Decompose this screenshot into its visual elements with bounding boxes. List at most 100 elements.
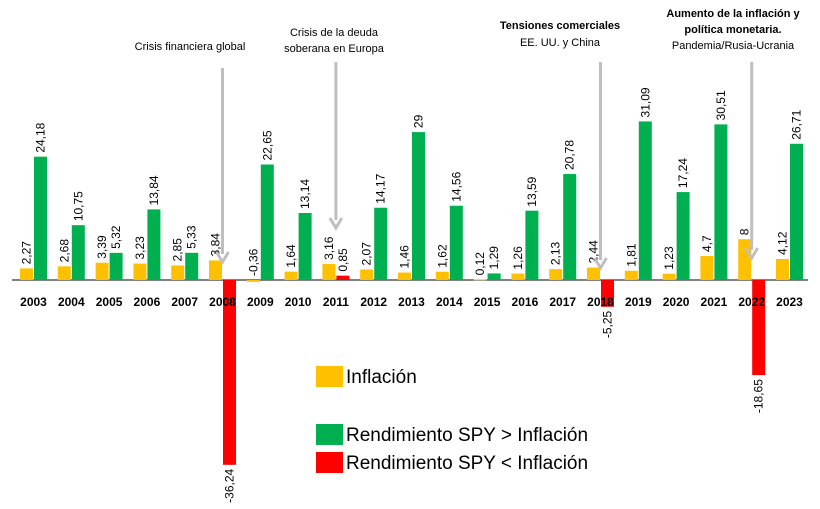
spy-label-2011: 0,85	[336, 248, 350, 272]
annotation-2022: Aumento de la inflación y política moneta…	[666, 8, 800, 261]
spy-label-2018: -5,25	[601, 310, 615, 338]
spy-label-2023: 26,71	[790, 109, 804, 139]
inflation-bar-2006	[133, 263, 147, 280]
inflation-label-2006: 3,23	[133, 236, 147, 260]
inflation-bar-2007	[171, 265, 185, 280]
inflation-label-2022: 8	[738, 228, 752, 235]
year-label-2013: 2013	[398, 295, 425, 309]
spy-label-2008: -36,24	[223, 469, 237, 503]
inflation-bar-2009	[246, 280, 260, 282]
year-label-2018: 2018	[587, 295, 614, 309]
spy-label-2012: 14,17	[374, 173, 388, 203]
annotation-2011: Crisis de la deuda soberana en Europa	[284, 27, 385, 231]
spy-label-2009: 22,65	[260, 130, 274, 160]
inflation-bar-2020	[662, 273, 676, 280]
spy-label-2013: 29	[412, 114, 426, 128]
inflation-label-2003: 2,27	[20, 241, 34, 265]
year-label-2016: 2016	[512, 295, 539, 309]
inflation-label-2012: 2,07	[360, 242, 374, 266]
legend-label-inflation: Inflación	[346, 367, 417, 388]
annotation-2018: Tensiones comerciales EE. UU. y China	[500, 20, 620, 271]
spy-bar-2010	[298, 212, 312, 280]
annotation-arrowhead-2008	[215, 251, 230, 265]
inflation-label-2020: 1,23	[662, 246, 676, 270]
spy-bar-2003	[34, 156, 47, 280]
year-label-2019: 2019	[625, 295, 652, 309]
inflation-bar-2010	[284, 271, 298, 280]
inflation-bar-2014	[435, 271, 449, 280]
spy-bar-2005	[109, 252, 123, 280]
inflation-label-2008: 3,84	[209, 233, 223, 257]
year-label-2005: 2005	[96, 295, 123, 309]
spy-bar-2009	[260, 164, 274, 280]
year-label-2011: 2011	[323, 295, 349, 309]
year-label-2009: 2009	[247, 295, 274, 309]
inflation-bar-2003	[20, 268, 33, 280]
inflation-label-2015: 0,12	[473, 252, 487, 276]
inflation-bar-2011	[322, 263, 336, 280]
spy-bar-2004	[71, 225, 85, 280]
spy-label-2017: 20,78	[563, 140, 577, 170]
spy-bar-2013	[412, 132, 425, 280]
legend-label-below: Rendimiento SPY < Inflación	[346, 453, 588, 474]
spy-label-2015: 1,29	[487, 246, 501, 270]
inflation-label-2007: 2,85	[171, 238, 185, 262]
spy-bar-2014	[449, 205, 463, 280]
spy-bar-2016	[525, 210, 539, 280]
spy-label-2010: 13,14	[298, 179, 312, 209]
year-label-2022: 2022	[738, 295, 765, 309]
year-label-2006: 2006	[134, 295, 161, 309]
year-label-2004: 2004	[58, 295, 85, 309]
inflation-label-2016: 1,26	[511, 246, 525, 270]
spy-label-2003: 24,18	[34, 122, 48, 152]
annotation-2011-line-0: Crisis de la deuda	[290, 27, 379, 39]
inflation-bar-2017	[549, 269, 563, 280]
inflation-label-2017: 2,13	[549, 241, 563, 265]
spy-bar-2007	[185, 252, 199, 280]
inflation-bar-2005	[95, 262, 109, 280]
annotation-2011-line-1: soberana en Europa	[284, 43, 385, 55]
legend-swatch-inflation	[316, 366, 343, 387]
inflation-bar-2013	[398, 272, 411, 280]
year-label-2008: 2008	[209, 295, 236, 309]
year-label-2023: 2023	[776, 295, 803, 309]
inflation-label-2018: 2,44	[587, 240, 601, 264]
inflation-label-2013: 1,46	[398, 245, 412, 269]
inflation-bar-2022	[738, 239, 752, 280]
spy-bar-2020	[676, 192, 690, 280]
inflation-label-2005: 3,39	[95, 235, 109, 259]
spy-bar-2006	[147, 209, 161, 280]
year-label-2003: 2003	[20, 295, 47, 309]
annotation-arrowhead-2011	[328, 217, 344, 231]
spy-bar-2008	[223, 280, 236, 465]
annotation-2022-line-2: Pandemia/Rusia-Ucrania	[672, 40, 795, 52]
spy-label-2019: 31,09	[638, 87, 652, 117]
year-label-2012: 2012	[360, 295, 387, 309]
inflation-label-2004: 2,68	[57, 239, 71, 263]
inflation-label-2014: 1,62	[435, 244, 449, 268]
annotation-2022-line-0: Aumento de la inflación y	[666, 8, 800, 20]
year-label-2007: 2007	[171, 295, 198, 309]
year-label-2015: 2015	[474, 295, 501, 309]
spy-bar-2021	[714, 124, 728, 280]
spy-label-2016: 13,59	[525, 176, 539, 206]
annotation-arrowhead-2022	[744, 247, 759, 261]
inflation-bar-2023	[776, 258, 789, 280]
year-label-2020: 2020	[663, 295, 690, 309]
inflation-bar-2019	[624, 270, 638, 280]
inflation-label-2019: 1,81	[624, 243, 638, 267]
spy-label-2005: 5,32	[109, 225, 123, 249]
inflation-bar-2016	[511, 273, 525, 280]
inflation-bar-2018	[587, 267, 600, 280]
annotation-2018-line-1: EE. UU. y China	[520, 37, 601, 49]
annotation-2008-line-0: Crisis financiera global	[135, 41, 246, 53]
legend-swatch-above	[316, 424, 343, 445]
spy-label-2014: 14,56	[449, 171, 463, 201]
spy-bar-2012	[374, 207, 388, 280]
legend-swatch-below	[316, 452, 343, 473]
inflation-bar-2015	[473, 279, 487, 281]
spy-label-2004: 10,75	[71, 191, 85, 221]
spy-label-2020: 17,24	[676, 158, 690, 188]
spy-label-2022: -18,65	[752, 379, 766, 413]
